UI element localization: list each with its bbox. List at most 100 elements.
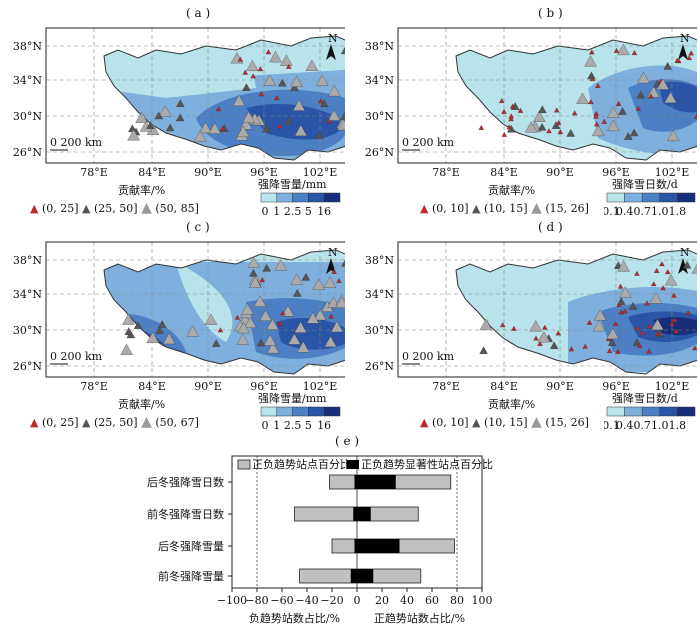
station-marker bbox=[650, 281, 657, 287]
scale-swatch bbox=[276, 192, 293, 203]
station-marker bbox=[328, 313, 334, 319]
station-marker bbox=[284, 116, 293, 125]
station-marker bbox=[294, 321, 307, 333]
station-marker bbox=[576, 92, 589, 104]
station-marker bbox=[644, 300, 650, 306]
station-marker bbox=[249, 276, 262, 288]
station-marker bbox=[479, 318, 493, 331]
station-marker bbox=[686, 55, 692, 61]
triangle-small-icon: ▲ bbox=[420, 416, 429, 429]
bar-significant bbox=[354, 539, 400, 553]
contour-band bbox=[653, 317, 697, 336]
station-marker bbox=[551, 121, 561, 129]
scale-swatch bbox=[624, 406, 643, 417]
scale-swatch bbox=[292, 192, 309, 203]
station-marker bbox=[506, 124, 512, 130]
station-marker bbox=[533, 110, 546, 122]
map-frame bbox=[397, 27, 697, 164]
panel-a-label: ( a ) bbox=[186, 6, 211, 20]
station-marker bbox=[288, 333, 301, 345]
scale-tick-label: 0.4 bbox=[616, 205, 634, 217]
station-marker bbox=[250, 73, 256, 79]
triangle-mid-icon: ▲ bbox=[472, 416, 481, 429]
scale-bar-label: 0 200 km bbox=[402, 136, 455, 149]
lon-tick-label: 96°E bbox=[250, 380, 278, 391]
station-marker bbox=[199, 121, 212, 134]
station-marker bbox=[653, 267, 660, 273]
station-marker bbox=[629, 128, 639, 137]
station-marker bbox=[133, 321, 143, 329]
trend-bar-chart: 正负趋势站点百分比 正负趋势显著性站点百分比后冬强降雪日数前冬强降雪日数后冬强降雪… bbox=[147, 455, 493, 625]
station-marker bbox=[280, 54, 293, 66]
station-marker bbox=[135, 111, 148, 123]
station-marker bbox=[555, 330, 562, 336]
station-marker bbox=[165, 123, 175, 132]
scale-swatch bbox=[659, 192, 678, 203]
contrib-title-a: 贡献率/% bbox=[118, 184, 166, 197]
station-marker bbox=[247, 256, 261, 268]
scale-tick-label: 0.1 bbox=[604, 419, 620, 431]
station-marker bbox=[606, 327, 620, 339]
station-marker bbox=[175, 113, 185, 122]
station-marker bbox=[588, 99, 594, 105]
lat-tick-label: 38°N bbox=[13, 40, 42, 53]
scale-tick-label: 2.5 bbox=[284, 419, 302, 431]
station-marker bbox=[538, 105, 547, 114]
station-marker bbox=[146, 121, 155, 129]
station-marker bbox=[617, 297, 626, 305]
station-marker bbox=[673, 328, 680, 334]
station-marker bbox=[246, 59, 259, 72]
station-marker bbox=[327, 109, 341, 121]
station-marker bbox=[253, 295, 267, 307]
station-marker bbox=[155, 326, 164, 334]
station-marker bbox=[335, 296, 345, 308]
station-marker bbox=[242, 111, 255, 123]
station-marker bbox=[631, 50, 638, 56]
station-marker bbox=[479, 346, 488, 354]
scale-swatch bbox=[260, 406, 278, 417]
contour-fill bbox=[104, 250, 345, 374]
category-label: 前冬强降雪日数 bbox=[147, 507, 224, 521]
scale-tick-label: 0.7 bbox=[633, 419, 651, 431]
station-marker bbox=[263, 74, 276, 86]
station-marker bbox=[509, 103, 516, 109]
north-arrow-icon: N bbox=[328, 32, 338, 45]
scale-swatch bbox=[677, 192, 696, 203]
station-marker bbox=[237, 125, 250, 137]
station-marker bbox=[274, 259, 288, 271]
station-marker bbox=[154, 111, 164, 120]
lat-tick-label: 38°N bbox=[365, 254, 394, 267]
station-marker bbox=[557, 129, 564, 135]
station-marker bbox=[529, 320, 542, 332]
map-frame bbox=[397, 241, 697, 378]
scale-tick-label: 0.7 bbox=[633, 205, 651, 217]
panel-c-label: ( c ) bbox=[186, 220, 210, 234]
station-marker bbox=[537, 331, 551, 343]
station-marker bbox=[654, 330, 661, 336]
station-marker bbox=[186, 325, 200, 337]
station-marker bbox=[618, 107, 627, 115]
station-marker bbox=[157, 320, 167, 328]
lat-tick-label: 34°N bbox=[365, 74, 394, 87]
station-marker bbox=[501, 131, 508, 137]
scale-tick-label: 2.5 bbox=[284, 205, 302, 217]
north-arrow-icon bbox=[326, 44, 336, 60]
station-marker bbox=[124, 327, 133, 336]
triangle-small-icon: ▲ bbox=[420, 202, 429, 215]
station-marker bbox=[290, 273, 303, 285]
scale-swatch bbox=[624, 192, 643, 203]
x-tick-label: −80 bbox=[245, 594, 268, 607]
lon-tick-label: 90°E bbox=[546, 166, 574, 177]
station-marker bbox=[584, 55, 597, 67]
x-tick-label: −20 bbox=[320, 594, 343, 607]
station-marker bbox=[290, 75, 303, 87]
station-marker bbox=[274, 95, 280, 101]
station-marker bbox=[501, 108, 507, 114]
triangle-large-icon: ▲ bbox=[141, 414, 152, 430]
station-marker bbox=[682, 260, 692, 269]
station-marker bbox=[176, 99, 185, 107]
station-marker bbox=[341, 259, 345, 267]
station-marker bbox=[587, 71, 596, 80]
station-marker bbox=[619, 286, 632, 298]
station-marker bbox=[211, 339, 221, 347]
